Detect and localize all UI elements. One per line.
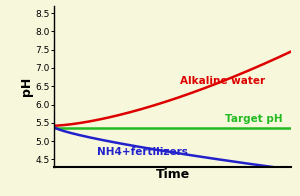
Text: NH4+fertilizers: NH4+fertilizers <box>97 147 188 157</box>
X-axis label: Time: Time <box>155 168 190 181</box>
Text: Target pH: Target pH <box>225 114 282 124</box>
Y-axis label: pH: pH <box>20 77 33 96</box>
Text: Alkaline water: Alkaline water <box>180 76 265 86</box>
